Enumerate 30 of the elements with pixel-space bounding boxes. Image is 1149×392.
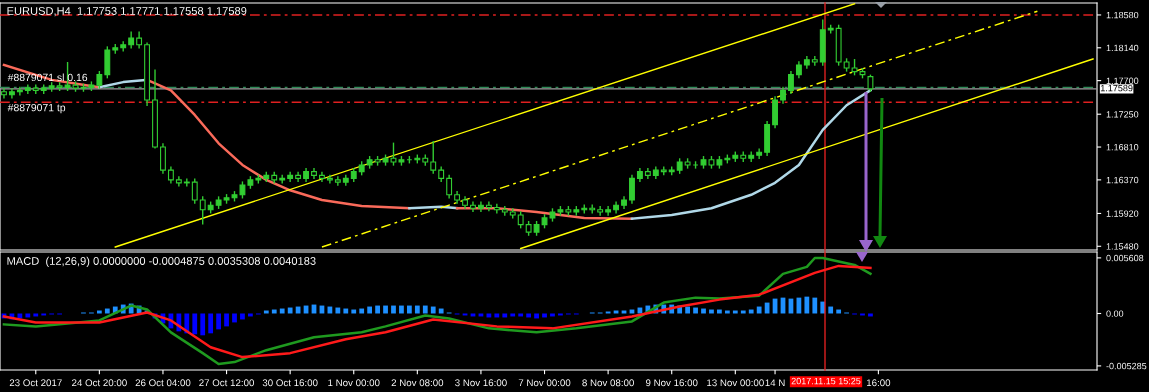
y-tick-label: 1.17700 (1106, 77, 1139, 84)
y-tick-label: -0.005285 (1106, 362, 1147, 370)
x-tick-label: 8 Nov 08:00 (582, 379, 634, 387)
x-tick-label: 14 N (765, 379, 785, 387)
x-tick-label: 24 Oct 20:00 (72, 379, 127, 387)
x-tick-label: 23 Oct 2017 (9, 379, 62, 387)
x-tick-label: 1 Nov 00:00 (328, 379, 380, 387)
x-tick-label: 13 Nov 00:00 (707, 379, 764, 387)
ref-line-label: #8879071 tp (7, 103, 66, 114)
x-tick-label: 16:00 (866, 379, 891, 387)
y-tick-label: 1.18580 (1106, 11, 1139, 19)
y-tick-label: 1.15480 (1106, 243, 1139, 250)
y-tick-label: 1.15920 (1106, 210, 1139, 217)
chart-title: MACD (12,26,9) 0.0000000 -0.0004875 0.0035308 0.0040183 (7, 256, 316, 268)
x-tick-label: 26 Oct 04:00 (135, 379, 191, 387)
x-tick-label: 9 Nov 16:00 (645, 379, 698, 387)
x-tick-label: 3 Nov 16:00 (455, 379, 507, 387)
y-tick-label: 0.005608 (1106, 254, 1144, 262)
x-tick-label: 7 Nov 00:00 (518, 379, 571, 387)
y-tick-label: 1.16370 (1106, 176, 1139, 184)
y-tick-label: 1.16810 (1106, 144, 1139, 151)
x-tick-label: 2 Nov 08:00 (391, 379, 444, 387)
x-tick-label: 27 Oct 12:00 (199, 379, 255, 387)
y-tick-label: 0.00 (1106, 310, 1124, 317)
chart-title: EURUSD,H4 1.17753 1.17771 1.17558 1.17589 (7, 7, 247, 17)
y-tick-label: 1.18140 (1106, 44, 1139, 52)
ref-line-label: 1.17589 (1100, 84, 1133, 92)
text: 2017.11.15 15:25 (791, 377, 861, 385)
y-tick-label: 1.17250 (1106, 111, 1139, 118)
x-tick-label: 30 Oct 16:00 (262, 379, 318, 387)
